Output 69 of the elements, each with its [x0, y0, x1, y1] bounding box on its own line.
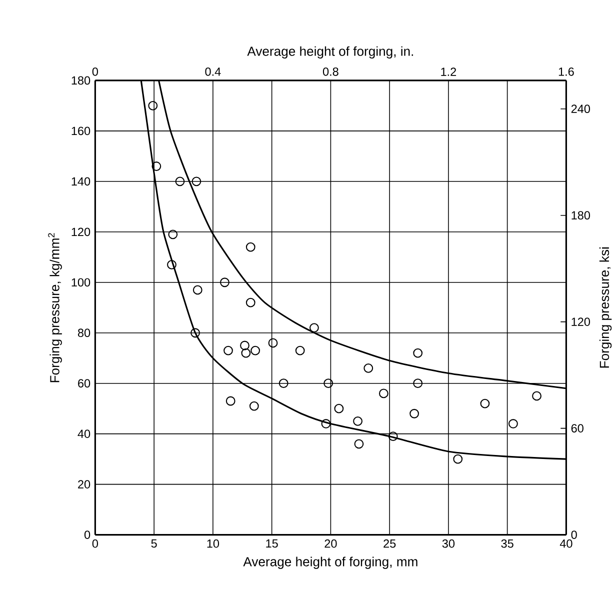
point	[246, 298, 256, 308]
x2-tick-label: 1.2	[441, 67, 456, 76]
point	[354, 438, 364, 448]
x-tick-label: 30	[442, 539, 455, 548]
point	[413, 378, 423, 388]
x2-tick-label: 0.8	[322, 67, 338, 76]
point	[268, 338, 278, 348]
point	[278, 378, 288, 388]
point	[190, 328, 200, 338]
point	[249, 401, 259, 411]
point	[295, 346, 305, 356]
x-tick-label: 5	[151, 539, 157, 548]
point	[224, 346, 233, 356]
point	[226, 396, 236, 406]
y-tick-label: 120	[72, 228, 90, 236]
point	[410, 408, 420, 418]
y-tick-label: 40	[78, 429, 90, 438]
point	[241, 348, 251, 358]
y2-tick-label: 180	[572, 210, 590, 220]
y-tick-label: 80	[78, 328, 90, 337]
point	[168, 229, 178, 239]
point	[192, 285, 202, 294]
point	[250, 346, 260, 356]
y-tick-label: 100	[72, 278, 90, 286]
point	[378, 388, 388, 398]
point	[192, 176, 202, 186]
x2-tick-label: 0.4	[205, 67, 221, 76]
point	[175, 176, 185, 186]
x2-axis-title: Average height of forging, in.	[247, 46, 413, 58]
x-tick-label: 15	[266, 539, 278, 548]
y-tick-label: 140	[72, 177, 90, 186]
point	[148, 100, 158, 110]
point	[388, 431, 398, 441]
point	[167, 260, 176, 270]
x2-tick-label: 1.6	[558, 67, 574, 76]
x-tick-label: 35	[501, 539, 514, 548]
y-tick-label: 180	[72, 76, 90, 84]
point	[152, 161, 162, 171]
y-axis-title: Forging pressure, kg/mm$^{2}$	[48, 232, 62, 382]
y2-tick-label: 240	[571, 104, 590, 113]
point	[508, 418, 518, 428]
x-tick-label: 10	[207, 539, 220, 548]
point	[246, 242, 256, 252]
y2-axis-title: Forging pressure, ksi	[599, 247, 612, 368]
y-tick-label: 60	[78, 378, 90, 388]
y2-tick-label: 120	[572, 317, 590, 326]
x-tick-label: 25	[384, 539, 396, 548]
point	[453, 454, 463, 464]
x-tick-label: 40	[560, 539, 572, 548]
point	[364, 363, 374, 373]
x-axis-title: Average height of forging, mm	[243, 556, 418, 569]
point	[353, 416, 362, 426]
point	[532, 391, 542, 400]
point	[334, 404, 344, 414]
point	[309, 322, 319, 332]
y-tick-label: 0	[84, 530, 90, 539]
point	[240, 340, 250, 350]
point	[324, 378, 334, 388]
point	[413, 348, 423, 358]
x2-tick-label: 0	[92, 67, 98, 76]
x-tick-label: 20	[324, 539, 337, 548]
y-tick-label: 20	[78, 480, 90, 488]
x-tick-label: 0	[92, 539, 98, 548]
y2-tick-label: 0	[571, 530, 577, 539]
point	[220, 277, 230, 287]
point	[480, 398, 490, 408]
y-tick-label: 160	[72, 126, 90, 135]
y2-tick-label: 60	[571, 424, 584, 432]
point	[321, 418, 331, 428]
